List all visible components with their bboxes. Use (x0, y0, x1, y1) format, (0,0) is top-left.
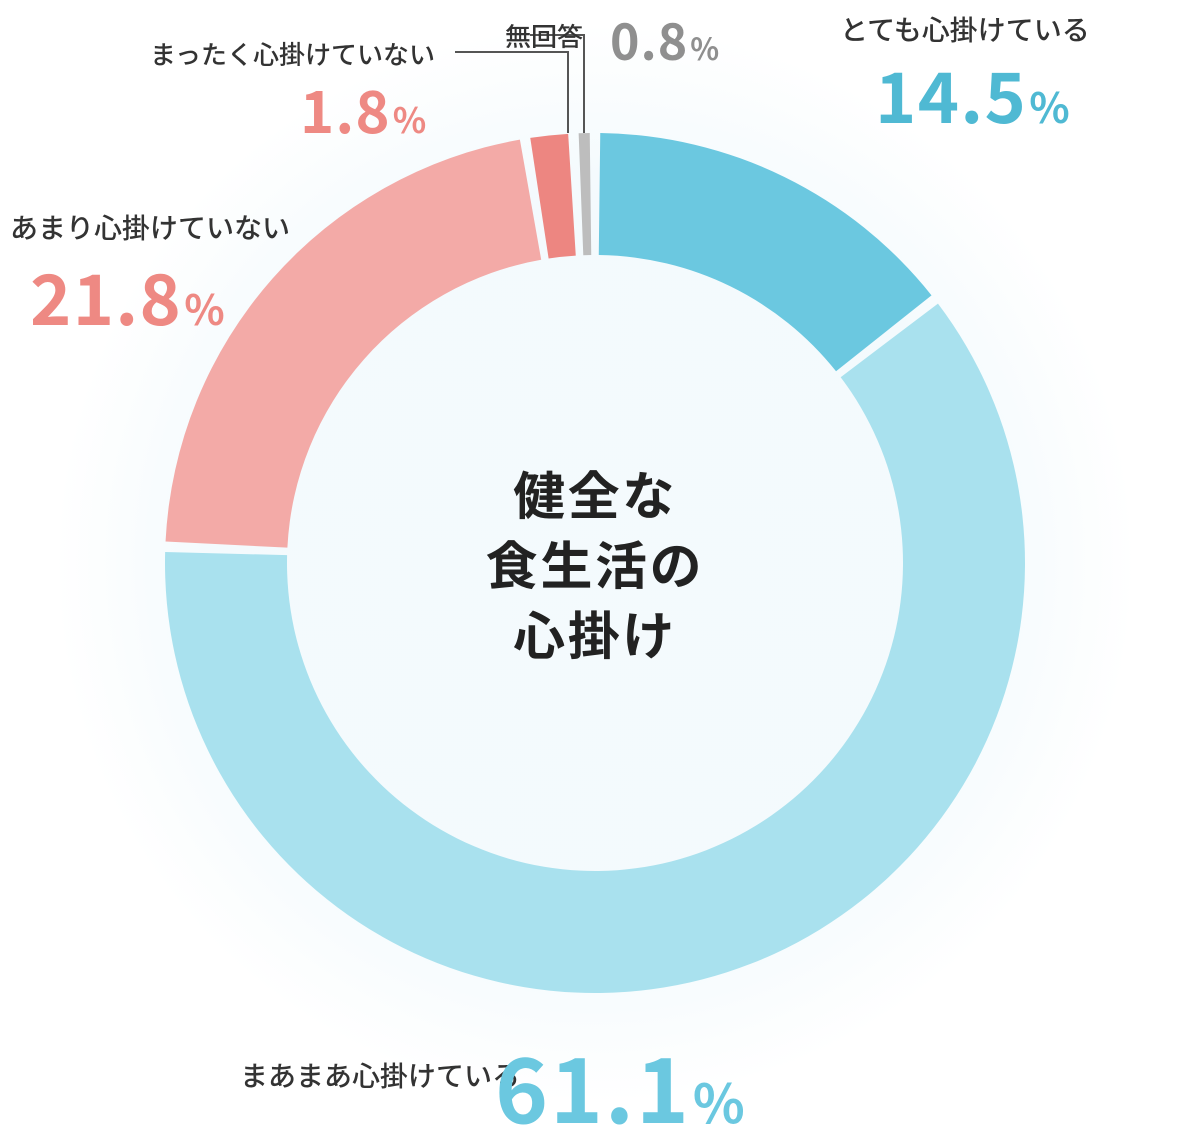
label-name: とても心掛けている (840, 12, 1090, 47)
center-title-line: 健全な (513, 455, 677, 530)
pct-number: 61.1 (495, 1019, 691, 1126)
label-value-very-mindful: 14.5% (875, 50, 1071, 138)
chart-center-title: 健全な食生活の心掛け (486, 458, 704, 669)
donut-chart: 健全な食生活の心掛け とても心掛けている14.5% まあまあ心掛けている61.1%… (0, 0, 1190, 1126)
label-no-answer: 無回答 (505, 20, 583, 53)
label-value-no-answer: 0.8% (610, 8, 720, 71)
pct-unit: % (688, 25, 720, 69)
label-name: まあまあ心掛けている (240, 1055, 520, 1095)
label-very-mindful: とても心掛けている (840, 12, 1090, 47)
pct-number: 14.5 (875, 43, 1027, 144)
pct-unit: % (182, 277, 226, 338)
pct-unit: % (1027, 75, 1071, 136)
label-somewhat-mindful: まあまあ心掛けている (240, 1058, 520, 1093)
pct-number: 1.8 (300, 66, 391, 150)
pct-unit: % (391, 94, 428, 144)
label-name: 無回答 (505, 17, 583, 54)
label-value-not-so-mindful: 21.8% (30, 252, 226, 340)
pct-number: 0.8 (610, 3, 688, 75)
label-not-so-mindful: あまり心掛けていない (10, 210, 290, 245)
pct-unit: % (691, 1060, 747, 1126)
label-value-somewhat-mindful: 61.1% (495, 1028, 747, 1126)
center-title-line: 食生活の (486, 525, 704, 600)
center-title-line: 心掛け (513, 595, 677, 670)
label-value-not-at-all: 1.8% (300, 72, 427, 145)
pct-number: 21.8 (30, 245, 182, 346)
label-name: あまり心掛けていない (10, 210, 290, 245)
